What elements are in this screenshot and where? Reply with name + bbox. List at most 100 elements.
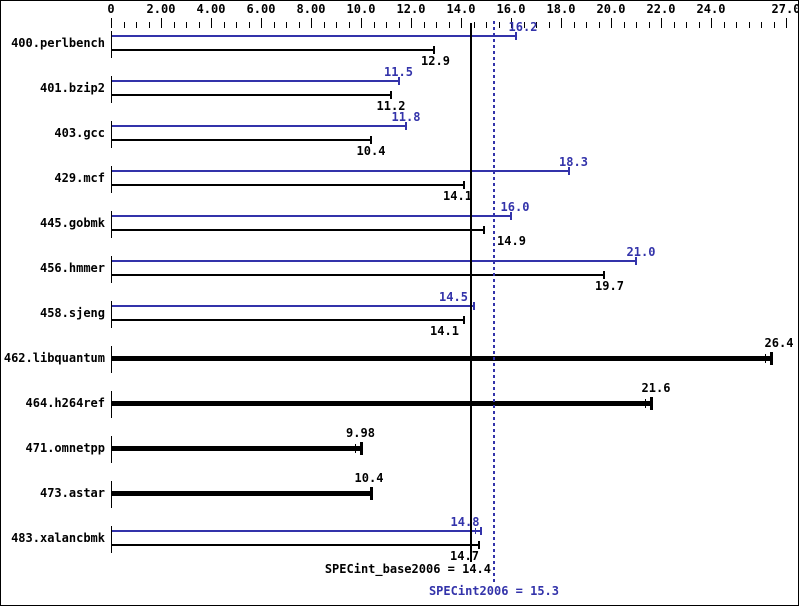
axis-major-tick bbox=[711, 18, 712, 28]
peak-bar bbox=[112, 530, 481, 532]
axis-minor-tick bbox=[286, 22, 287, 28]
axis-tick-label: 22.0 bbox=[646, 2, 676, 16]
axis-minor-tick bbox=[623, 22, 625, 28]
row-baseline-bracket bbox=[111, 211, 112, 238]
benchmark-label: 458.sjeng bbox=[39, 306, 105, 320]
axis-minor-tick bbox=[586, 22, 587, 28]
benchmark-label: 445.gobmk bbox=[39, 216, 105, 230]
base-value-label: 14.1 bbox=[443, 189, 472, 203]
base-bar-endcap bbox=[462, 316, 465, 324]
base-bar-endcap bbox=[482, 226, 485, 234]
axis-minor-tick bbox=[436, 22, 437, 28]
axis-minor-tick bbox=[248, 22, 250, 28]
axis-tick-label: 2.00 bbox=[146, 2, 176, 16]
benchmark-label: 471.omnetpp bbox=[25, 441, 105, 455]
axis-major-tick bbox=[111, 18, 112, 28]
basepeak-value-label: 21.6 bbox=[641, 381, 671, 395]
base-bar-endcap bbox=[477, 541, 480, 549]
base-mean-label: SPECint_base2006 = 14.4 bbox=[324, 562, 491, 576]
axis-minor-tick bbox=[473, 22, 475, 28]
base-value-label: 10.4 bbox=[356, 144, 386, 158]
basepeak-bar bbox=[112, 446, 361, 451]
axis-major-tick bbox=[561, 18, 562, 28]
axis-tick-label: 14.0 bbox=[446, 2, 476, 16]
axis-major-tick bbox=[311, 18, 312, 28]
run-median-tick bbox=[765, 354, 766, 363]
axis-minor-tick bbox=[486, 22, 487, 28]
base-value-label: 14.1 bbox=[430, 324, 459, 338]
base-value-label: 11.2 bbox=[376, 99, 406, 113]
basepeak-bar bbox=[112, 491, 371, 496]
peak-bar bbox=[112, 125, 406, 127]
base-bar-endcap bbox=[370, 136, 372, 144]
base-bar bbox=[112, 544, 479, 546]
run-median-tick bbox=[475, 528, 476, 534]
peak-bar-endcap bbox=[397, 77, 400, 85]
benchmark-label: 400.perlbench bbox=[11, 36, 105, 50]
axis-tick-label: 0 bbox=[107, 2, 115, 16]
benchmark-label: 456.hmmer bbox=[39, 261, 105, 275]
axis-tick-label: 27.0 bbox=[771, 2, 799, 16]
axis-minor-tick bbox=[686, 22, 687, 28]
base-bar bbox=[112, 139, 371, 141]
axis-minor-tick bbox=[523, 22, 525, 28]
peak-value-label: 11.8 bbox=[391, 110, 421, 124]
axis-minor-tick bbox=[736, 22, 737, 28]
peak-bar-endcap bbox=[635, 257, 637, 265]
basepeak-value-label: 9.98 bbox=[346, 426, 375, 440]
benchmark-label: 462.libquantum bbox=[3, 351, 105, 365]
axis-minor-tick bbox=[373, 22, 375, 28]
run-median-tick bbox=[354, 444, 356, 453]
base-value-label: 19.7 bbox=[595, 279, 624, 293]
row-baseline-bracket bbox=[111, 256, 112, 283]
basepeak-bar-endcap bbox=[359, 442, 363, 455]
basepeak-bar bbox=[112, 401, 651, 406]
row-baseline-bracket bbox=[111, 481, 112, 508]
row-baseline-bracket bbox=[111, 76, 112, 103]
peak-bar-endcap bbox=[510, 212, 512, 220]
peak-value-label: 14.8 bbox=[450, 515, 480, 529]
axis-minor-tick bbox=[223, 22, 225, 28]
peak-bar bbox=[112, 305, 474, 307]
basepeak-value-label: 26.4 bbox=[764, 336, 794, 350]
axis-minor-tick bbox=[423, 22, 425, 28]
axis-minor-tick bbox=[498, 22, 500, 28]
axis-minor-tick bbox=[636, 22, 637, 28]
peak-mean-label: SPECint2006 = 15.3 bbox=[428, 584, 559, 598]
axis-minor-tick bbox=[748, 22, 750, 28]
axis-tick-label: 18.0 bbox=[546, 2, 576, 16]
row-baseline-bracket bbox=[111, 121, 112, 148]
axis-minor-tick bbox=[173, 22, 175, 28]
peak-value-label: 21.0 bbox=[626, 245, 656, 259]
axis-tick-label: 20.0 bbox=[596, 2, 626, 16]
peak-value-label: 18.3 bbox=[559, 155, 588, 169]
peak-bar bbox=[112, 35, 516, 37]
base-bar bbox=[112, 229, 484, 231]
axis-minor-tick bbox=[386, 22, 387, 28]
axis-tick-label: 6.00 bbox=[246, 2, 276, 16]
axis-minor-tick bbox=[548, 22, 550, 28]
axis-minor-tick bbox=[273, 22, 275, 28]
axis-major-tick bbox=[261, 18, 262, 28]
benchmark-label: 483.xalancbmk bbox=[11, 531, 105, 545]
axis-minor-tick bbox=[448, 22, 450, 28]
base-bar-endcap bbox=[390, 91, 392, 99]
axis-tick-label: 4.00 bbox=[196, 2, 226, 16]
peak-bar-endcap bbox=[405, 122, 407, 130]
axis-minor-tick bbox=[186, 22, 187, 28]
axis-tick-label: 24.0 bbox=[696, 2, 726, 16]
row-baseline-bracket bbox=[111, 526, 112, 553]
axis-tick-label: 16.0 bbox=[496, 2, 526, 16]
basepeak-value-label: 10.4 bbox=[354, 471, 384, 485]
row-baseline-bracket bbox=[111, 346, 112, 373]
peak-value-label: 14.5 bbox=[439, 290, 468, 304]
axis-minor-tick bbox=[698, 22, 700, 28]
run-median-tick bbox=[645, 399, 646, 408]
benchmark-label: 473.astar bbox=[39, 486, 105, 500]
base-mean-reference-line bbox=[470, 23, 472, 562]
basepeak-bar-endcap bbox=[650, 397, 653, 410]
axis-minor-tick bbox=[298, 22, 300, 28]
axis-minor-tick bbox=[336, 22, 337, 28]
axis-major-tick bbox=[411, 18, 412, 28]
